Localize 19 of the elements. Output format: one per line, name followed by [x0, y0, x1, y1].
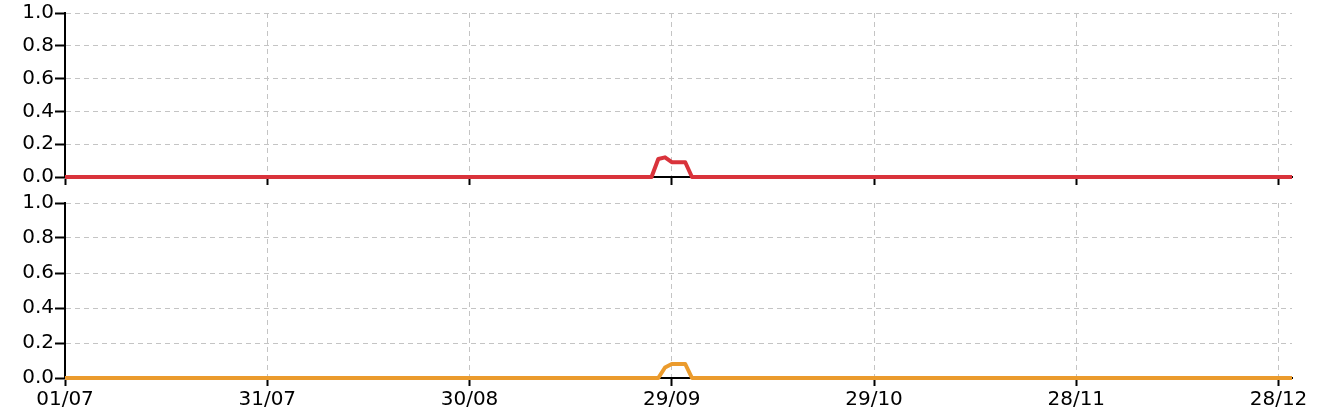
x-tick-label: 28/11 [1047, 386, 1106, 411]
y-tick-label: 0.6 [22, 259, 54, 284]
y-tick-label: 1.0 [22, 0, 54, 24]
y-tick-label: 1.0 [22, 189, 54, 214]
y-tick-label: 0.8 [22, 32, 54, 56]
y-tick-label: 0.0 [22, 163, 54, 188]
y-tick-label: 0.0 [22, 364, 54, 389]
y-tick-label: 0.2 [22, 329, 54, 354]
x-tick-label: 31/07 [238, 386, 297, 411]
x-tick-label: 30/08 [440, 386, 499, 411]
x-tick-label: 29/09 [642, 386, 701, 411]
x-tick-label: 28/12 [1249, 386, 1308, 411]
y-tick-label: 0.4 [22, 294, 54, 319]
y-tick-label: 0.6 [22, 64, 54, 89]
y-tick-label: 0.4 [22, 97, 54, 122]
x-tick-label: 29/10 [845, 386, 903, 411]
y-tick-label: 0.2 [22, 130, 54, 155]
y-tick-label: 0.8 [22, 224, 54, 249]
x-tick-label: 01/07 [36, 386, 94, 411]
